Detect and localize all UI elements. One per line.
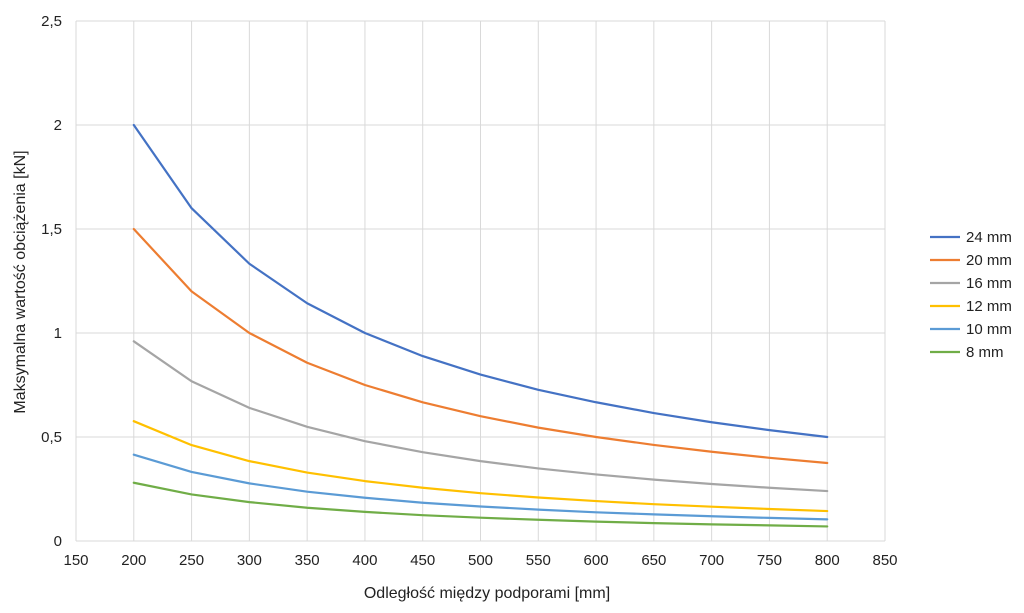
x-tick-label: 500 bbox=[468, 552, 493, 569]
series-line-10-mm bbox=[132, 453, 829, 521]
y-tick-label: 0,5 bbox=[41, 429, 62, 446]
y-tick-label: 2,5 bbox=[41, 13, 62, 30]
legend-label: 12 mm bbox=[966, 298, 1012, 315]
y-tick-label: 1 bbox=[54, 325, 62, 342]
y-tick-label: 1,5 bbox=[41, 221, 62, 238]
x-tick-label: 700 bbox=[699, 552, 724, 569]
series-line-12-mm bbox=[132, 420, 829, 513]
x-axis-ticks: 150 200 250 300 350 400 450 500 550 600 650 700 750 8… bbox=[63, 552, 897, 569]
y-axis-ticks: 0 0,5 1 1,5 2 2,5 bbox=[41, 13, 62, 550]
legend-label: 24 mm bbox=[966, 229, 1012, 246]
x-tick-label: 650 bbox=[641, 552, 666, 569]
series-line-24-mm bbox=[132, 123, 829, 439]
series-lines bbox=[132, 123, 829, 528]
series-line-8-mm bbox=[132, 481, 829, 528]
x-axis-title: Odległość między podporami [mm] bbox=[364, 585, 610, 602]
legend: 24 mm 20 mm 16 mm 12 mm 10 mm 8 mm bbox=[930, 229, 1012, 361]
series-line-20-mm bbox=[132, 227, 829, 465]
x-tick-label: 150 bbox=[63, 552, 88, 569]
x-tick-label: 550 bbox=[526, 552, 551, 569]
y-axis-title: Maksymalna wartość obciążenia [kN] bbox=[12, 150, 29, 413]
x-tick-label: 350 bbox=[295, 552, 320, 569]
x-tick-label: 750 bbox=[757, 552, 782, 569]
x-tick-label: 850 bbox=[872, 552, 897, 569]
legend-label: 8 mm bbox=[966, 344, 1004, 361]
legend-label: 16 mm bbox=[966, 275, 1012, 292]
x-tick-label: 450 bbox=[410, 552, 435, 569]
x-tick-label: 400 bbox=[352, 552, 377, 569]
x-tick-label: 800 bbox=[815, 552, 840, 569]
x-tick-label: 600 bbox=[584, 552, 609, 569]
series-line-16-mm bbox=[132, 340, 829, 493]
y-tick-label: 2 bbox=[54, 117, 62, 134]
legend-label: 10 mm bbox=[966, 321, 1012, 338]
y-tick-label: 0 bbox=[54, 533, 62, 550]
x-tick-label: 250 bbox=[179, 552, 204, 569]
x-tick-label: 200 bbox=[121, 552, 146, 569]
gridlines bbox=[75, 20, 886, 542]
x-tick-label: 300 bbox=[237, 552, 262, 569]
legend-label: 20 mm bbox=[966, 252, 1012, 269]
